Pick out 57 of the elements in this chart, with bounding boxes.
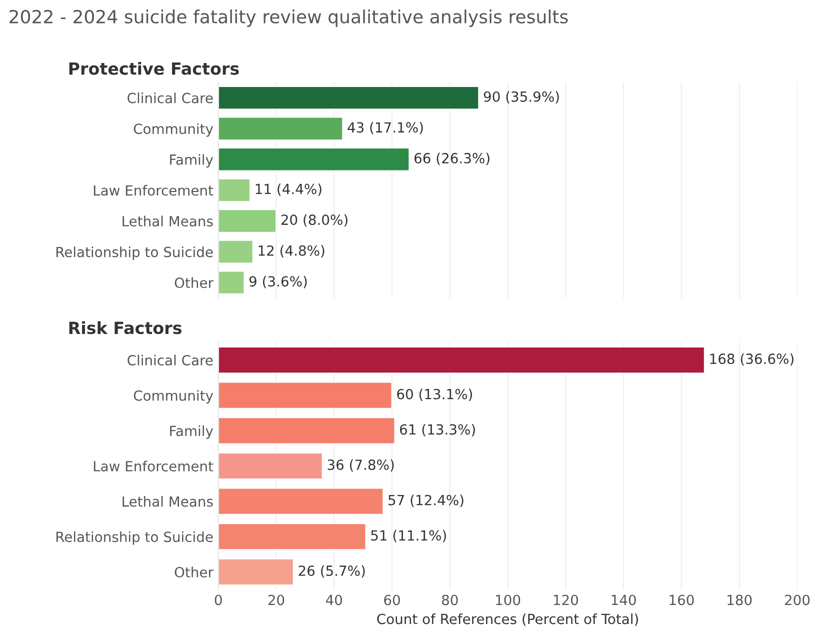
y-tick-label: Law Enforcement [94,184,214,196]
x-tick-label: 40 [326,594,342,606]
x-tick-label: 200 [784,594,810,606]
y-tick-label: Community [134,123,214,137]
x-tick-label: 60 [384,594,400,606]
y-tick-label: Lethal Means [122,496,213,507]
bar [218,381,393,410]
data-label: 9 (3.6%) [249,276,307,288]
data-label: 57 (12.4%) [388,494,464,507]
bar [218,270,246,295]
y-tick-label: Other [174,277,214,288]
data-label: 60 (13.1%) [397,388,472,402]
bar [218,452,324,480]
y-tick-label: Clinical Care [128,92,213,104]
y-tick-label: Family [170,425,214,439]
y-tick-label: Community [134,390,214,404]
bar [218,147,410,172]
y-tick-label: Family [170,154,214,168]
bar [218,522,367,551]
data-label: 12 (4.8%) [258,245,324,258]
x-tick-label: 0 [214,594,222,606]
bar [218,208,277,234]
y-tick-label: Relationship to Suicide [56,246,213,260]
bar [218,116,344,141]
data-label: 66 (26.3%) [414,152,490,166]
data-label: 36 (7.8%) [328,459,394,472]
x-tick-label: 120 [554,594,578,606]
bar [218,558,294,586]
chart-subtitle: Protective Factors [69,62,239,75]
y-tick-label: Lethal Means [122,216,213,226]
x-tick-label: 20 [268,594,284,606]
bar [218,487,384,516]
y-tick-label: Clinical Care [128,354,213,366]
data-label: 51 (11.1%) [371,530,446,542]
x-tick-label: 100 [496,594,520,606]
chart-subtitle: Risk Factors [69,321,182,334]
bar [218,240,254,264]
data-label: 26 (5.7%) [298,565,365,578]
x-axis-title: Count of References (Percent of Total) [377,613,638,626]
data-label: 43 (17.1%) [348,122,423,134]
data-label: 11 (4.4%) [256,183,322,196]
bar [218,178,251,202]
data-label: 61 (13.3%) [400,424,475,436]
y-tick-label: Relationship to Suicide [56,531,213,545]
x-tick-label: 140 [612,594,636,606]
x-tick-label: 160 [670,594,694,606]
data-label: 90 (35.9%) [484,91,559,104]
x-tick-label: 180 [728,594,752,606]
bar [218,416,396,445]
y-tick-label: Law Enforcement [94,460,214,472]
data-label: 20 (8.0%) [281,214,348,227]
data-label: 168 (36.6%) [710,353,794,366]
bar [218,346,706,374]
y-tick-label: Other [174,566,214,578]
chart-title: 2022 - 2024 suicide fatality review qualitative analysis results [10,10,568,27]
x-tick-label: 80 [442,594,458,606]
bar [218,86,480,110]
